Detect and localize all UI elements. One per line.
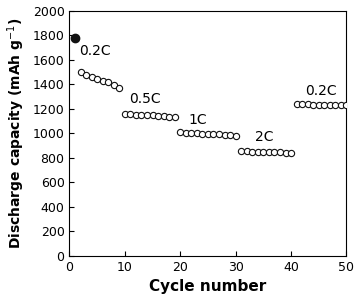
X-axis label: Cycle number: Cycle number [149, 279, 266, 294]
Y-axis label: Discharge capacity (mAh g$^{-1}$): Discharge capacity (mAh g$^{-1}$) [5, 17, 27, 249]
Text: 0.2C: 0.2C [80, 44, 111, 58]
Text: 0.2C: 0.2C [305, 84, 337, 98]
Text: 2C: 2C [255, 130, 274, 144]
Text: 1C: 1C [189, 113, 207, 127]
Text: 0.5C: 0.5C [129, 92, 161, 106]
